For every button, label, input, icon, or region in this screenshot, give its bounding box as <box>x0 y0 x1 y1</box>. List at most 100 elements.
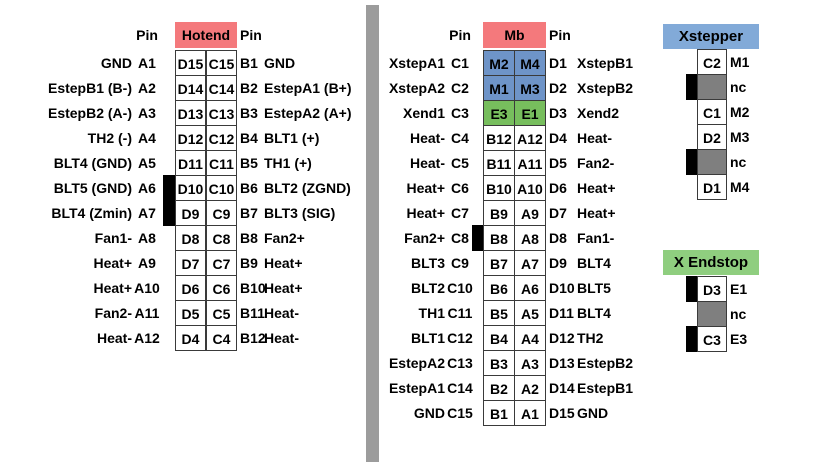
pin-id-left: C10 <box>447 280 473 296</box>
pad-cell <box>697 149 727 175</box>
xstepper-row: D1 M4 <box>663 174 759 200</box>
pin-id-label: E1 <box>730 281 748 297</box>
xstepper-table: Xstepper C2 M1 nc C1 M2 D2 M3 nc D1 M4 <box>663 24 759 200</box>
pad-cell: D4 <box>175 325 206 351</box>
signal-label-left: Fan2- <box>94 305 132 321</box>
pad-cell: A6 <box>514 275 546 301</box>
signal-label-left: Heat- <box>96 330 132 346</box>
xendstop-title: X Endstop <box>663 250 759 275</box>
pad-cell: C15 <box>206 50 237 76</box>
pin-id-left: C11 <box>447 305 473 321</box>
signal-label-right: Fan2+ <box>264 230 305 246</box>
hotend-row: TH2 (-) A4 D12 C12 B4 BLT1 (+) <box>18 125 352 151</box>
signal-label-left: Xend1 <box>402 105 445 121</box>
pin-id-left: A3 <box>138 105 156 121</box>
pin-id-left: A6 <box>138 180 156 196</box>
signal-label-left: TH2 (-) <box>87 130 132 146</box>
pin-id-right: D6 <box>549 180 567 196</box>
pin-id-left: A10 <box>134 280 160 296</box>
pad-cell: A5 <box>514 300 546 326</box>
xstepper-row: D2 M3 <box>663 124 759 150</box>
pad-cell: M2 <box>483 50 515 76</box>
hotend-row: EstepB2 (A-) A3 D13 C13 B3 EstepA2 (A+) <box>18 100 352 126</box>
hotend-pin-header-left: Pin <box>136 27 158 43</box>
pin-id-left: A7 <box>138 205 156 221</box>
pin-id-label: M1 <box>730 54 750 70</box>
signal-label-right: XstepB2 <box>577 80 634 96</box>
pin-id-right: D15 <box>549 405 575 421</box>
mb-row: Heat- C5 B11 A11 D5 Fan2- <box>367 150 633 176</box>
pin-id-right: D4 <box>549 130 567 146</box>
pin-id-right: B4 <box>240 130 258 146</box>
signal-label-right: Heat+ <box>577 205 616 221</box>
xstepper-rows: C2 M1 nc C1 M2 D2 M3 nc D1 M4 <box>663 49 759 200</box>
xstepper-title: Xstepper <box>663 24 759 49</box>
pad-cell: C7 <box>206 250 237 276</box>
key-marker <box>686 326 697 352</box>
pin-id-left: C13 <box>447 355 473 371</box>
pin-id-left: A9 <box>138 255 156 271</box>
signal-label-right: Heat+ <box>577 180 616 196</box>
pin-id-right: B2 <box>240 80 258 96</box>
hotend-table: Pin Hotend Pin GND A1 D15 C15 B1 GND EstepB1 (… <box>18 22 352 351</box>
signal-label-left: Heat+ <box>406 205 445 221</box>
xendstop-row: C3 E3 <box>663 326 759 352</box>
pin-id-right: B5 <box>240 155 258 171</box>
pin-id-left: A8 <box>138 230 156 246</box>
pad-cell: C6 <box>206 275 237 301</box>
signal-label-right: TH1 (+) <box>264 155 312 171</box>
signal-label-right: Heat- <box>577 130 613 146</box>
signal-label-right: TH2 <box>577 330 604 346</box>
xendstop-rows: D3 E1 nc C3 E3 <box>663 276 759 352</box>
pin-id-right: D8 <box>549 230 567 246</box>
pin-id-left: A11 <box>134 305 160 321</box>
signal-label-left: BLT3 <box>411 255 445 271</box>
signal-label-right: EstepB2 <box>577 355 634 371</box>
pin-id-right: D2 <box>549 80 567 96</box>
mb-row: Heat+ C7 B9 A9 D7 Heat+ <box>367 200 633 226</box>
mb-row: Heat+ C6 B10 A10 D6 Heat+ <box>367 175 633 201</box>
key-marker <box>686 74 697 100</box>
signal-label-left: Heat- <box>409 155 445 171</box>
pad-cell: B4 <box>483 325 515 351</box>
signal-label-left: Heat+ <box>93 280 132 296</box>
key-marker <box>686 276 697 302</box>
hotend-row: Heat+ A10 D6 C6 B10 Heat+ <box>18 275 352 301</box>
pad-cell: C12 <box>206 125 237 151</box>
pad-cell: D1 <box>697 174 727 200</box>
signal-label-right: Heat- <box>264 305 300 321</box>
pad-cell: A11 <box>514 150 546 176</box>
pad-cell: C10 <box>206 175 237 201</box>
signal-label-left: Heat+ <box>406 180 445 196</box>
signal-label-right: Heat+ <box>264 280 303 296</box>
xendstop-table: X Endstop D3 E1 nc C3 E3 <box>663 250 759 352</box>
pad-cell: C3 <box>697 326 727 352</box>
mb-row: EstepA2 C13 B3 A3 D13 EstepB2 <box>367 350 633 376</box>
mb-row: XstepA1 C1 M2 M4 D1 XstepB1 <box>367 50 633 76</box>
pad-cell: D5 <box>175 300 206 326</box>
pad-cell: E3 <box>483 100 515 126</box>
pin-id-right: B6 <box>240 180 258 196</box>
pin-id-left: C5 <box>451 155 469 171</box>
mb-row: TH1 C11 B5 A5 D11 BLT4 <box>367 300 633 326</box>
pin-id-left: C2 <box>451 80 469 96</box>
pad-cell: D6 <box>175 275 206 301</box>
signal-label-left: Heat+ <box>93 255 132 271</box>
signal-label-left: BLT4 (Zmin) <box>51 205 132 221</box>
pad-cell: B10 <box>483 175 515 201</box>
pad-cell: D13 <box>175 100 206 126</box>
signal-label-left: Fan2+ <box>404 230 445 246</box>
hotend-row: EstepB1 (B-) A2 D14 C14 B2 EstepA1 (B+) <box>18 75 352 101</box>
hotend-row: BLT5 (GND) A6 D10 C10 B6 BLT2 (ZGND) <box>18 175 352 201</box>
pad-cell: M4 <box>514 50 546 76</box>
mb-row: BLT3 C9 B7 A7 D9 BLT4 <box>367 250 633 276</box>
pad-cell: B5 <box>483 300 515 326</box>
pad-cell: D11 <box>175 150 206 176</box>
signal-label-right: BLT3 (SIG) <box>264 205 336 221</box>
mb-row: GND C15 B1 A1 D15 GND <box>367 400 633 426</box>
xstepper-row: nc <box>663 74 759 100</box>
hotend-pin-header-right: Pin <box>240 27 262 43</box>
key-marker <box>163 200 175 226</box>
pin-id-label: M4 <box>730 179 750 195</box>
